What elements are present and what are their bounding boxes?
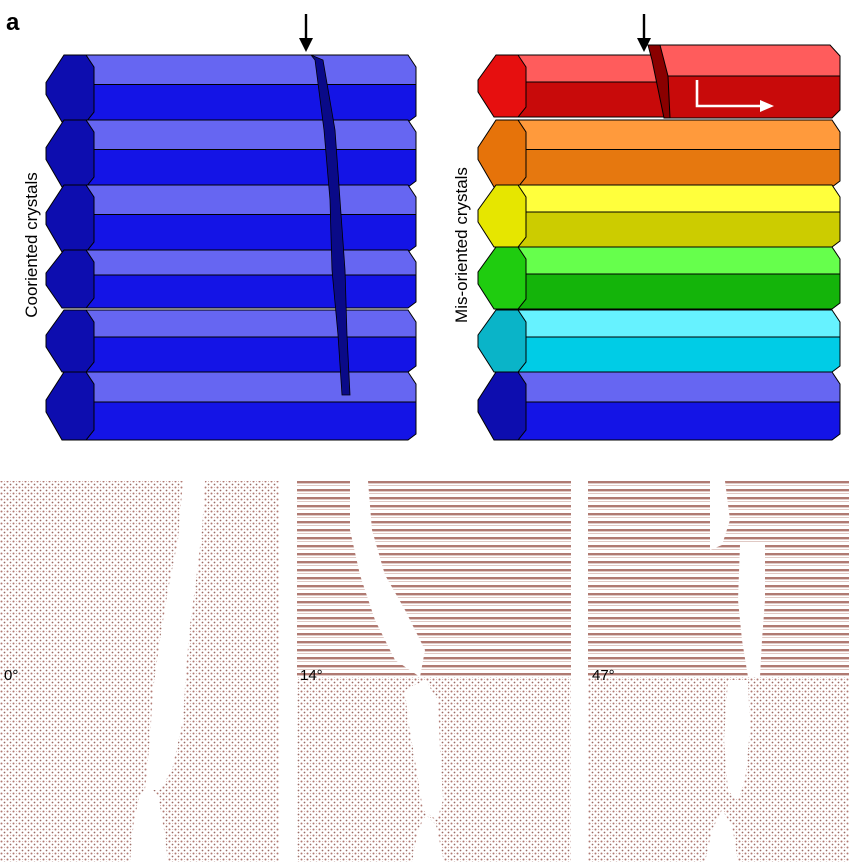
cyan-crystal: [477, 309, 841, 373]
yellow-crystal-bottom-face: [516, 211, 841, 248]
misoriented-label: Mis-oriented crystals: [452, 167, 471, 323]
blue-crystal-5-bottom-face: [84, 336, 417, 373]
blue-crystal-6-bottom-face: [84, 401, 417, 441]
angle-label-0: 0°: [4, 667, 18, 684]
snapshot-0deg: 0°: [0, 481, 279, 862]
slip-arrow: [695, 80, 774, 112]
green-crystal-bottom-face: [516, 273, 841, 310]
blue-crystal-6-end-face: [45, 371, 95, 441]
blue-crystal-1: [45, 54, 417, 123]
green-crystal: [477, 246, 841, 310]
angle-label-14: 14°: [300, 667, 323, 684]
orange-crystal-bottom-face: [516, 149, 841, 188]
orange-crystal-end-face: [477, 119, 527, 188]
blue-crystal-1-bottom-face: [84, 84, 417, 123]
green-crystal-end-face: [477, 246, 527, 310]
blue-crystal-4: [45, 249, 417, 309]
arrow-down-right: [637, 14, 651, 52]
blue-crystal-6: [45, 371, 417, 441]
blue-crystal-6-top-face: [85, 371, 417, 403]
blue-crystal-3-bottom-face: [84, 214, 417, 253]
blue-crystal-3: [45, 184, 417, 253]
yellow-crystal-top-face: [517, 184, 841, 213]
yellow-crystal: [477, 184, 841, 248]
snapshot-14deg: 14°: [297, 481, 571, 862]
blue-crystal-5-top-face: [85, 309, 417, 338]
red-crystal-top-face: [517, 54, 673, 83]
blue-crystal-2-top-face: [85, 119, 417, 150]
green-crystal-top-face: [517, 246, 841, 275]
blue-crystal-1-end-face: [45, 54, 95, 123]
cooriented-crystal-stack: [45, 54, 417, 441]
blue-crystal-2-end-face: [45, 119, 95, 188]
blue-crystal: [477, 371, 841, 441]
blue-crystal-4-top-face: [85, 249, 417, 276]
blue-crystal-4-bottom-face: [84, 274, 417, 309]
blue-crystal-5: [45, 309, 417, 373]
blue-crystal-2-bottom-face: [84, 149, 417, 188]
arrow-down-left: [299, 14, 313, 52]
blue-crystal-top-face: [517, 371, 841, 403]
blue-crystal-bottom-face: [516, 401, 841, 441]
panel-b: b 0° 14° 47°: [0, 481, 849, 862]
blue-crystal-3-top-face: [85, 184, 417, 215]
red-crystal-end-face: [477, 54, 527, 118]
orange-crystal: [477, 119, 841, 188]
crack: [310, 54, 351, 396]
red-crystal-displaced: [647, 44, 841, 119]
red-crystal-bottom-face: [516, 81, 673, 118]
panel-a: a Cooriented crystals Mis-oriented cryst…: [6, 9, 841, 441]
red-crystal: [477, 54, 673, 118]
cyan-crystal-bottom-face: [516, 336, 841, 373]
cyan-crystal-top-face: [517, 309, 841, 338]
blue-crystal-1-top-face: [85, 54, 417, 85]
blue-crystal-3-end-face: [45, 184, 95, 253]
red-displaced-top: [659, 44, 841, 77]
blue-crystal-4-end-face: [45, 249, 95, 309]
misoriented-crystal-stack: [477, 44, 841, 441]
panel-a-label: a: [6, 9, 20, 36]
blue-crystal-2: [45, 119, 417, 188]
orange-crystal-top-face: [517, 119, 841, 150]
yellow-crystal-end-face: [477, 184, 527, 248]
cyan-crystal-end-face: [477, 309, 527, 373]
blue-crystal-5-end-face: [45, 309, 95, 373]
cooriented-label: Cooriented crystals: [22, 172, 41, 318]
blue-crystal-end-face: [477, 371, 527, 441]
red-displaced-bottom: [667, 75, 841, 119]
angle-label-47: 47°: [592, 667, 615, 684]
snapshot-47deg: 47°: [588, 481, 849, 862]
